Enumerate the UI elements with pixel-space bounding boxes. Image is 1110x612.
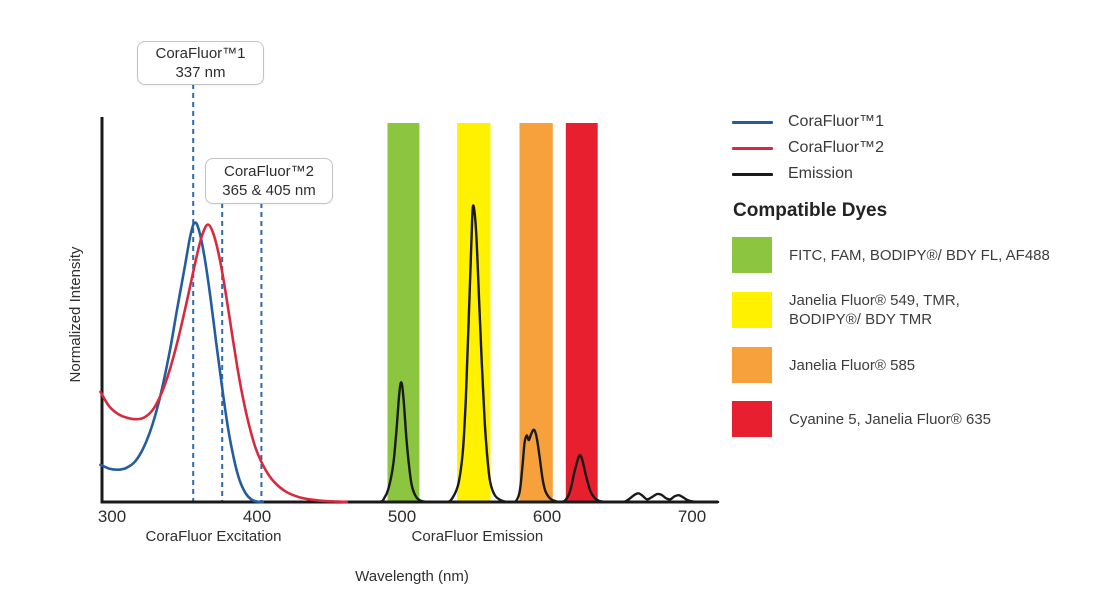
dye-row-3: Cyanine 5, Janelia Fluor® 635: [732, 401, 1050, 437]
callout-corafluor2-title: CoraFluor™2: [223, 163, 315, 180]
series-curve-2: [351, 204, 720, 504]
dye-label: Janelia Fluor® 549, TMR, BODIPY®/ BDY TM…: [789, 292, 960, 328]
compatible-dyes-list: FITC, FAM, BODIPY®/ BDY FL, AF488 Janelia…: [732, 237, 1050, 455]
dye-label: Cyanine 5, Janelia Fluor® 635: [789, 410, 992, 428]
series-legend: CoraFluor™1 CoraFluor™2 Emission: [732, 109, 884, 187]
dye-row-0: FITC, FAM, BODIPY®/ BDY FL, AF488: [732, 237, 1050, 273]
dye-color-swatch: [732, 237, 772, 273]
x-tick-600: 600: [532, 507, 562, 526]
dye-label: Janelia Fluor® 585: [789, 356, 916, 374]
x-section-label-0: CoraFluor Excitation: [145, 528, 282, 545]
series-curve-0: [99, 221, 265, 504]
callout-corafluor2: CoraFluor™2 365 & 405 nm: [205, 158, 333, 204]
x-section-label-1: CoraFluor Emission: [411, 528, 544, 545]
x-axis-title: Wavelength (nm): [355, 568, 469, 585]
legend-row-2: Emission: [732, 161, 884, 187]
callout-corafluor2-wavelength: 365 & 405 nm: [222, 182, 316, 199]
x-tick-300: 300: [97, 507, 127, 526]
dye-color-swatch: [732, 347, 772, 383]
dye-label: FITC, FAM, BODIPY®/ BDY FL, AF488: [789, 246, 1050, 264]
filter-band-0: [387, 123, 420, 502]
series-curve-1: [99, 223, 349, 504]
dye-color-swatch: [732, 292, 772, 328]
legend-label: Emission: [788, 165, 853, 182]
legend-label: CoraFluor™2: [788, 139, 885, 156]
dye-row-1: Janelia Fluor® 549, TMR, BODIPY®/ BDY TM…: [732, 291, 1050, 329]
callout-corafluor1-title: CoraFluor™1: [155, 45, 246, 62]
y-axis-label: Normalized Intensity: [67, 246, 84, 383]
x-tick-700: 700: [677, 507, 707, 526]
legend-label: CoraFluor™1: [788, 113, 885, 130]
legend-row-1: CoraFluor™2: [732, 135, 884, 161]
legend-line-swatch: [732, 172, 773, 176]
x-tick-500: 500: [387, 507, 417, 526]
dye-row-2: Janelia Fluor® 585: [732, 347, 1050, 383]
dye-color-swatch: [732, 401, 772, 437]
legend-line-swatch: [732, 146, 773, 150]
callout-corafluor1: CoraFluor™1 337 nm: [137, 41, 264, 85]
compatible-dyes-heading: Compatible Dyes: [733, 200, 888, 221]
callout-corafluor1-wavelength: 337 nm: [175, 64, 226, 81]
legend-line-swatch: [732, 120, 773, 124]
filter-band-3: [565, 123, 598, 502]
x-tick-400: 400: [242, 507, 272, 526]
legend-row-0: CoraFluor™1: [732, 109, 884, 135]
